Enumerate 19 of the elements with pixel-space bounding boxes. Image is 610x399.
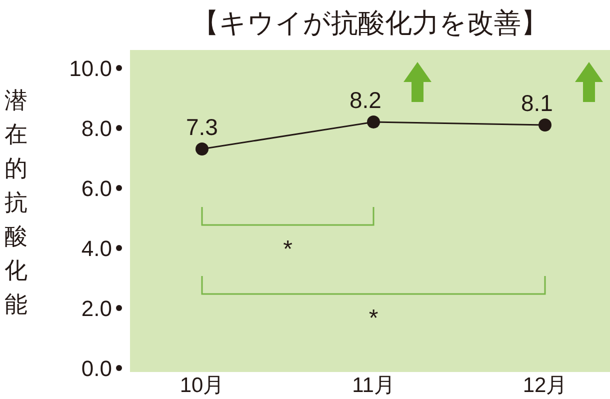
y-tick-label: 0.0: [81, 356, 112, 381]
chart-title: 【キウイが抗酸化力を改善】: [192, 8, 548, 38]
x-tick-label: 10月: [180, 374, 224, 397]
y-axis-title: 潜在的抗酸化能: [4, 87, 28, 317]
annotation: *: [283, 236, 292, 263]
y-tick-label: 4.0: [81, 236, 112, 261]
data-label: 8.2: [350, 87, 382, 113]
x-tick-label: 11月: [352, 374, 395, 397]
y-tick-label: 8.0: [81, 116, 112, 141]
point: [538, 118, 552, 132]
point: [367, 116, 380, 128]
annotation: *: [368, 305, 378, 332]
y-tick-label: 6.0: [81, 176, 112, 201]
point: [196, 142, 208, 156]
data-label: 8.1: [521, 90, 553, 116]
x-tick-label: 12月: [522, 374, 568, 397]
y-tick-label: 2.0: [81, 296, 112, 321]
data-label: 7.3: [186, 114, 218, 140]
y-tick-label: 10.0: [69, 56, 112, 81]
